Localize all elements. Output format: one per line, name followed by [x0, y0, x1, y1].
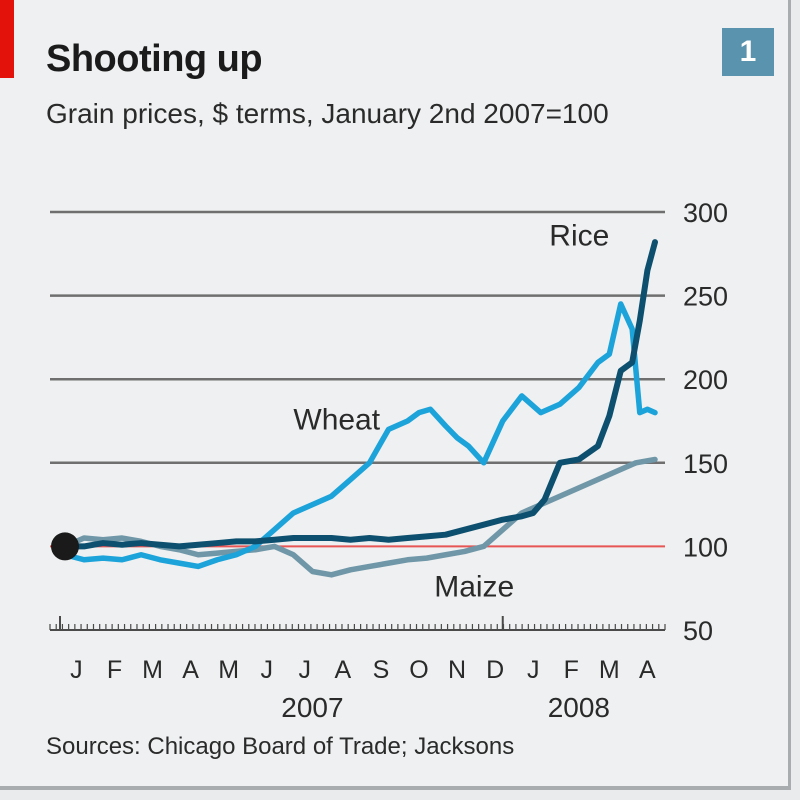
year-label: 2008 [548, 692, 610, 723]
chart-frame [0, 0, 791, 790]
chart-subtitle: Grain prices, $ terms, January 2nd 2007=… [46, 98, 609, 129]
month-label: A [182, 656, 199, 684]
red-tab [0, 0, 14, 78]
y-tick-label: 200 [683, 365, 728, 395]
month-label: M [218, 656, 239, 684]
figure-number-badge: 1 [722, 28, 774, 76]
y-tick-label: 250 [683, 282, 728, 312]
month-label: A [335, 656, 352, 684]
series-line-rice [62, 239, 658, 550]
source-note: Sources: Chicago Board of Trade; Jackson… [46, 733, 515, 760]
month-label: J [260, 656, 273, 684]
month-label: O [409, 656, 428, 684]
y-tick-label: 50 [683, 616, 713, 646]
month-label: J [70, 656, 83, 684]
y-tick-label: 100 [683, 532, 728, 562]
series-label-rice: Rice [549, 219, 609, 252]
month-label: N [448, 656, 466, 684]
year-label: 2007 [281, 692, 343, 723]
series-line-wheat [62, 301, 658, 570]
chart-title: Shooting up [46, 38, 263, 80]
y-tick-label: 300 [683, 198, 728, 228]
month-label: J [527, 656, 540, 684]
month-label: D [486, 656, 504, 684]
y-tick-label: 150 [683, 449, 728, 479]
month-label: F [107, 656, 122, 684]
series-label-maize: Maize [434, 571, 514, 604]
month-label: S [373, 656, 390, 684]
start-marker [51, 532, 79, 561]
month-label: M [599, 656, 620, 684]
month-label: M [142, 656, 163, 684]
month-label: A [639, 656, 656, 684]
month-label: F [564, 656, 579, 684]
month-label: J [299, 656, 312, 684]
series-label-wheat: Wheat [293, 403, 380, 436]
